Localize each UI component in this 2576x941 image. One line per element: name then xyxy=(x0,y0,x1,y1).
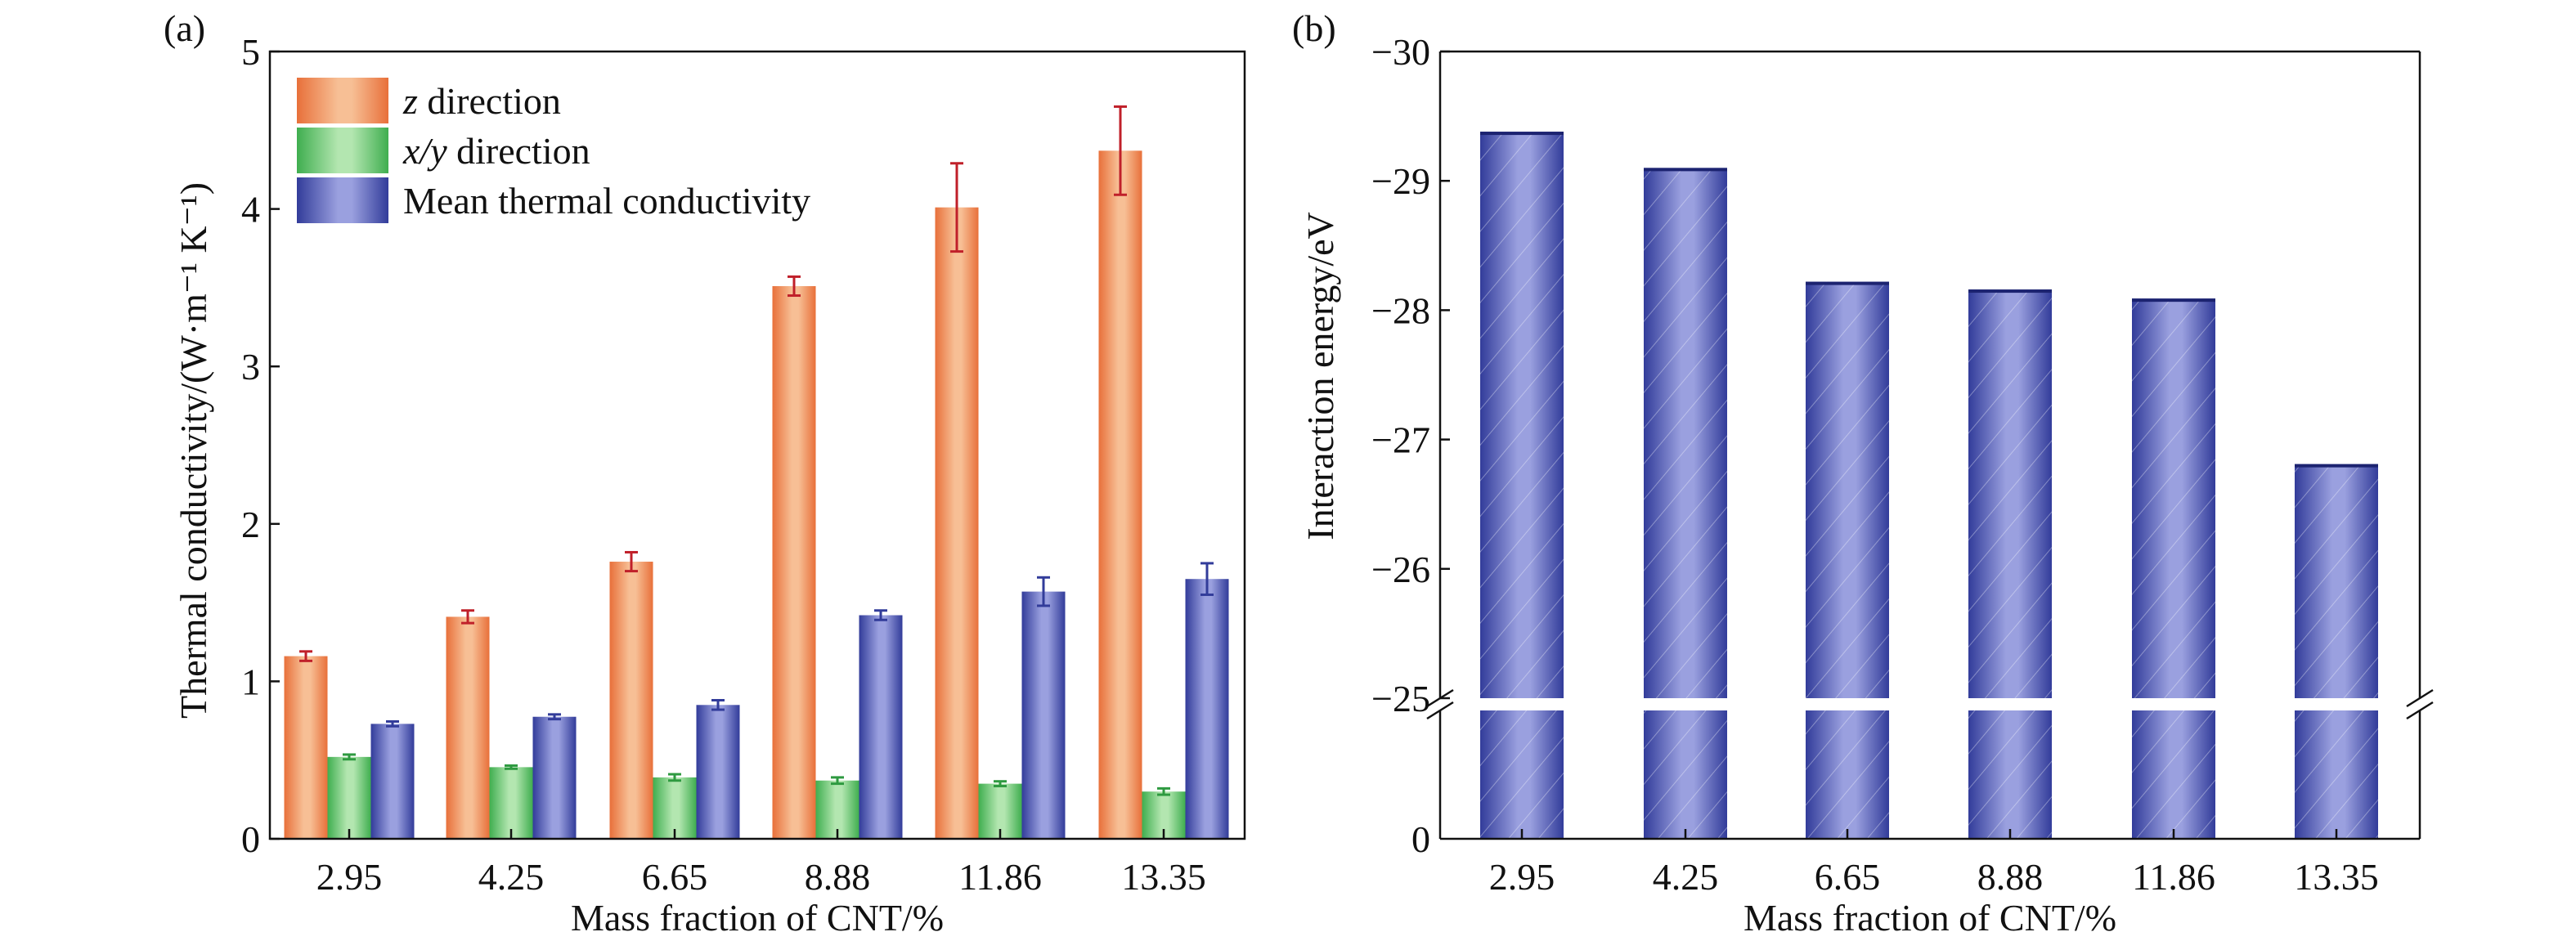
axis-break-gap xyxy=(1416,698,2444,710)
panel-a: 0 1 2 3 4 5 2.95 4.25 6.65 8.88 11.86 13.35 Mass fra… xyxy=(164,7,1246,939)
x-tick-label: 6.65 xyxy=(1815,856,1881,898)
panel-b: 0 −25 −26 −27 −28 −29 −30 2.95 4.25 6.65 8.88 11.86… xyxy=(1292,7,2444,939)
bar-z-direction xyxy=(772,285,816,839)
bar-top-edge xyxy=(1644,168,1727,172)
panel-label: (b) xyxy=(1292,7,1336,49)
y-tick-label: −25 xyxy=(1371,678,1430,719)
legend-label-text: direction xyxy=(418,80,561,122)
y-tick-label: −29 xyxy=(1371,160,1430,202)
bar-x-y-direction xyxy=(327,756,371,839)
bar-mean-thermal-conductivity xyxy=(532,716,577,839)
legend-label-text: direction xyxy=(447,130,590,172)
legend-label: Mean thermal conductivity xyxy=(403,180,810,222)
bar-hatch xyxy=(1968,289,2052,839)
x-tick-label: 11.86 xyxy=(958,856,1042,898)
y-tick-label: 0 xyxy=(1411,818,1430,860)
x-tick-label: 2.95 xyxy=(316,856,383,898)
legend-swatch xyxy=(297,78,388,123)
bar-top-edge xyxy=(1480,132,1564,136)
x-tick-label: 6.65 xyxy=(642,856,708,898)
x-tick-label: 11.86 xyxy=(2132,856,2215,898)
bar-mean-thermal-conductivity xyxy=(1021,591,1066,839)
y-tick-label: −30 xyxy=(1371,31,1430,73)
y-tick-label: 3 xyxy=(241,346,260,388)
y-tick-label: 4 xyxy=(241,189,260,231)
bar-mean-thermal-conductivity xyxy=(859,615,903,839)
bar-top-edge xyxy=(1806,281,1889,285)
x-tick-label: 13.35 xyxy=(1121,856,1206,898)
bar-z-direction xyxy=(609,562,653,839)
y-tick-label: −26 xyxy=(1371,549,1430,590)
x-tick-label: 4.25 xyxy=(1653,856,1719,898)
legend-swatch xyxy=(297,177,388,223)
bar-hatch xyxy=(2132,298,2215,839)
bar-hatch xyxy=(2295,464,2378,839)
axis-break-mark xyxy=(2406,701,2434,720)
legend-label-italic: z xyxy=(402,80,418,122)
bar-mean-thermal-conductivity xyxy=(1185,579,1229,839)
bar-mean-thermal-conductivity xyxy=(696,705,740,839)
y-tick-label: 1 xyxy=(241,661,260,702)
y-tick-label: 0 xyxy=(241,818,260,860)
axis-break-mark xyxy=(1426,701,1454,720)
axis-break-mark xyxy=(2406,688,2434,708)
x-axis-title: Mass fraction of CNT/% xyxy=(571,897,944,939)
legend-label: z direction xyxy=(402,80,561,122)
y-axis-title: Interaction energy/eV xyxy=(1299,212,1341,540)
bar-mean-thermal-conductivity xyxy=(370,724,415,839)
bar-z-direction xyxy=(935,207,979,839)
x-tick-label: 2.95 xyxy=(1489,856,1555,898)
bar-top-edge xyxy=(1968,289,2052,294)
bar-z-direction xyxy=(1098,150,1142,839)
x-axis-title: Mass fraction of CNT/% xyxy=(1744,897,2116,939)
y-tick-label: −28 xyxy=(1371,289,1430,331)
bar-x-y-direction xyxy=(653,777,697,839)
bar-hatch xyxy=(1480,132,1564,840)
x-tick-label: 4.25 xyxy=(478,856,545,898)
legend-label-italic: x/y xyxy=(402,130,447,172)
y-axis-title: Thermal conductivity/(W·m⁻¹ K⁻¹) xyxy=(173,182,214,719)
legend-label-text: Mean thermal conductivity xyxy=(403,180,810,222)
legend-swatch xyxy=(297,128,388,173)
x-tick-label: 8.88 xyxy=(1977,856,2044,898)
bar-z-direction xyxy=(446,616,490,839)
x-tick-label: 13.35 xyxy=(2294,856,2379,898)
bar-x-y-direction xyxy=(489,767,533,839)
bar-top-edge xyxy=(2132,298,2215,302)
bar-z-direction xyxy=(284,656,328,839)
y-tick-label: 5 xyxy=(241,31,260,73)
bar-top-edge xyxy=(2295,464,2378,468)
bar-hatch xyxy=(1806,281,1889,839)
plot-frame xyxy=(268,50,1246,840)
panel-label: (a) xyxy=(164,7,205,49)
x-tick-label: 8.88 xyxy=(805,856,871,898)
y-tick-label: −27 xyxy=(1371,419,1430,461)
y-tick-label: 2 xyxy=(241,504,260,545)
legend-label: x/y direction xyxy=(402,130,590,172)
bar-hatch xyxy=(1644,168,1727,839)
